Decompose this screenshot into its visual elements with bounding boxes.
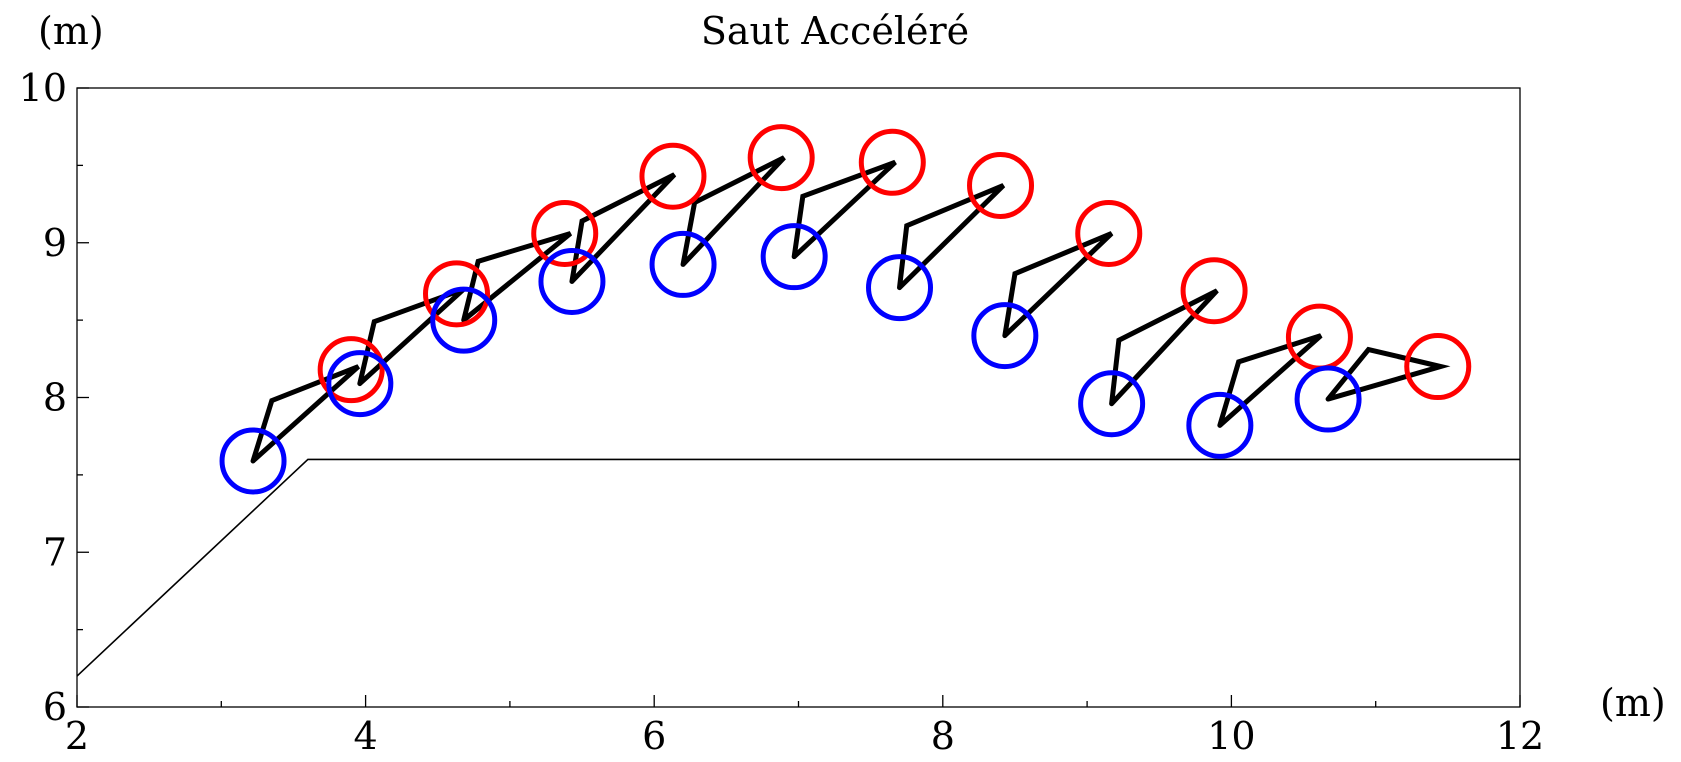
blue-circle-1 [219, 427, 287, 495]
blue-circle-5 [649, 230, 717, 298]
body-segment-9 [1109, 288, 1219, 407]
body-segment-1 [250, 364, 361, 464]
ground-profile-line [76, 458, 1520, 677]
chart-title: Saut Accéléré [701, 9, 969, 53]
y-axis-unit-label: (m) [38, 9, 104, 53]
blue-circle-7 [866, 254, 934, 322]
red-circle-3 [531, 199, 599, 267]
red-circle-4 [639, 142, 707, 210]
red-circle-1 [317, 336, 385, 404]
body-segment-5 [680, 155, 786, 267]
x-tick-label: 6 [642, 714, 666, 758]
x-tick-label: 4 [354, 714, 378, 758]
y-tick-label: 8 [43, 376, 67, 420]
body-segment-8 [1002, 231, 1114, 339]
blue-circle-6 [760, 223, 828, 291]
red-circle-2 [423, 260, 491, 328]
x-tick-label: 12 [1496, 714, 1544, 758]
blue-circle-11 [1294, 365, 1362, 433]
y-tick-label: 6 [43, 685, 67, 729]
blue-circle-3 [430, 286, 498, 354]
body-segment-6 [791, 159, 897, 260]
x-tick-label: 10 [1207, 714, 1255, 758]
red-circle-5 [747, 124, 815, 192]
y-tick-label: 7 [43, 530, 67, 574]
blue-circle-4 [538, 247, 606, 315]
body-segment-7 [897, 183, 1006, 291]
red-circle-8 [1075, 199, 1143, 267]
y-tick-label: 10 [19, 66, 67, 110]
x-tick-label: 8 [931, 714, 955, 758]
blue-circle-9 [1078, 370, 1146, 438]
x-axis-unit-label: (m) [1600, 681, 1666, 725]
red-circle-9 [1180, 257, 1248, 325]
blue-circle-8 [971, 302, 1039, 370]
red-circle-6 [858, 128, 926, 196]
blue-circle-2 [326, 350, 394, 418]
blue-circle-10 [1186, 391, 1254, 459]
x-tick-label: 2 [65, 714, 89, 758]
plot-area: 2 4 6 8 10 12 6 7 8 9 10 [19, 66, 1545, 758]
body-segment-2 [357, 286, 466, 387]
red-circle-7 [967, 151, 1035, 219]
red-circle-11 [1404, 333, 1472, 401]
body-segment-4 [569, 172, 677, 284]
y-tick-label: 9 [43, 221, 67, 265]
